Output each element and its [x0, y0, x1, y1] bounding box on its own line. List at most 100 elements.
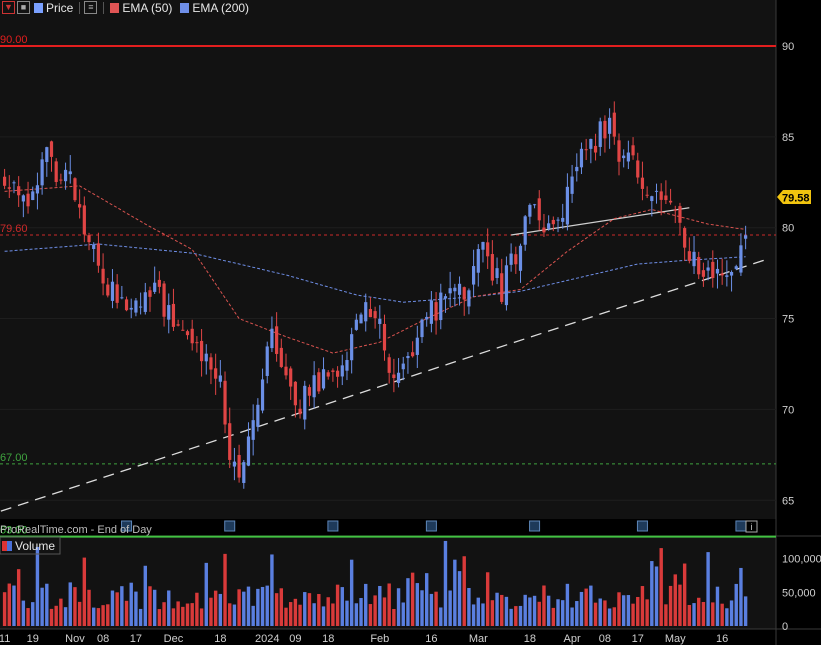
candle-body[interactable]: [589, 138, 593, 149]
candle-body[interactable]: [739, 245, 743, 273]
candle-body[interactable]: [317, 372, 321, 392]
candle-body[interactable]: [500, 273, 504, 302]
candle-body[interactable]: [129, 307, 133, 310]
candle-body[interactable]: [279, 347, 283, 367]
candle-body[interactable]: [101, 268, 105, 284]
candle-body[interactable]: [631, 145, 635, 156]
candle-body[interactable]: [565, 186, 569, 225]
candle-body[interactable]: [120, 297, 124, 299]
candle-body[interactable]: [359, 314, 363, 324]
candle-body[interactable]: [298, 408, 302, 415]
candle-body[interactable]: [570, 176, 574, 194]
candle-body[interactable]: [448, 288, 452, 294]
candle-body[interactable]: [701, 270, 706, 277]
candle-body[interactable]: [45, 147, 49, 163]
candle-body[interactable]: [40, 159, 44, 186]
candle-body[interactable]: [378, 318, 382, 324]
candle-body[interactable]: [223, 380, 227, 425]
candle-body[interactable]: [242, 462, 246, 483]
candle-body[interactable]: [82, 205, 86, 235]
candle-body[interactable]: [547, 223, 551, 229]
candle-body[interactable]: [167, 305, 171, 320]
candle-body[interactable]: [96, 243, 100, 266]
candle-body[interactable]: [134, 300, 138, 313]
candle-body[interactable]: [645, 194, 649, 196]
candle-body[interactable]: [593, 145, 598, 153]
candle-body[interactable]: [514, 254, 518, 265]
candle-body[interactable]: [199, 340, 204, 362]
event-icon[interactable]: [121, 520, 133, 532]
candle-body[interactable]: [326, 372, 330, 377]
collapse-icon[interactable]: ▼: [2, 1, 15, 14]
candle-body[interactable]: [528, 204, 532, 217]
candle-body[interactable]: [420, 319, 424, 338]
candle-body[interactable]: [68, 171, 72, 175]
candle-body[interactable]: [650, 196, 654, 202]
candle-body[interactable]: [617, 140, 621, 162]
candle-body[interactable]: [270, 328, 274, 349]
candle-body[interactable]: [725, 275, 729, 277]
candle-body[interactable]: [706, 267, 710, 271]
candle-body[interactable]: [668, 200, 673, 203]
candle-body[interactable]: [486, 242, 490, 257]
candle-body[interactable]: [110, 281, 115, 301]
candle-body[interactable]: [275, 326, 279, 354]
candle-body[interactable]: [692, 251, 696, 267]
candle-body[interactable]: [678, 206, 682, 223]
candle-body[interactable]: [556, 219, 560, 221]
candle-body[interactable]: [256, 404, 260, 427]
candle-body[interactable]: [63, 169, 68, 182]
event-icon[interactable]: [224, 520, 236, 532]
candle-body[interactable]: [537, 198, 541, 221]
candle-body[interactable]: [368, 309, 373, 318]
candle-body[interactable]: [115, 284, 119, 303]
candle-body[interactable]: [715, 268, 720, 274]
candle-body[interactable]: [720, 273, 724, 276]
candle-body[interactable]: [31, 191, 35, 201]
candle-body[interactable]: [218, 375, 222, 382]
candle-body[interactable]: [504, 265, 509, 306]
candle-body[interactable]: [481, 241, 485, 250]
candle-body[interactable]: [457, 283, 462, 295]
candle-body[interactable]: [260, 379, 265, 411]
support-trendline[interactable]: [0, 257, 770, 512]
candle-body[interactable]: [584, 149, 588, 151]
candle-body[interactable]: [396, 372, 401, 383]
candle-body[interactable]: [26, 193, 30, 207]
event-icon[interactable]: [735, 520, 747, 532]
candle-body[interactable]: [153, 282, 157, 292]
candle-body[interactable]: [495, 268, 499, 279]
legend-ema50-label[interactable]: EMA (50): [122, 0, 173, 15]
candle-body[interactable]: [251, 420, 255, 440]
candle-body[interactable]: [143, 292, 147, 312]
candle-body[interactable]: [443, 296, 448, 299]
candle-body[interactable]: [54, 161, 58, 182]
candle-body[interactable]: [439, 292, 443, 321]
candle-body[interactable]: [579, 148, 584, 168]
candle-body[interactable]: [214, 368, 218, 379]
candle-body[interactable]: [434, 302, 438, 321]
info-icon[interactable]: i: [745, 520, 758, 533]
candle-body[interactable]: [472, 266, 476, 285]
candle-body[interactable]: [312, 375, 316, 398]
candle-body[interactable]: [35, 185, 40, 194]
candle-body[interactable]: [350, 334, 354, 361]
candle-body[interactable]: [335, 370, 340, 377]
candle-body[interactable]: [401, 363, 405, 370]
candle-body[interactable]: [622, 155, 626, 159]
candle-body[interactable]: [92, 244, 96, 249]
legend-ema200-label[interactable]: EMA (200): [192, 0, 250, 15]
candle-body[interactable]: [744, 235, 748, 239]
event-icon[interactable]: [425, 520, 437, 532]
candle-body[interactable]: [171, 303, 176, 327]
candle-body[interactable]: [425, 316, 429, 320]
candle-body[interactable]: [476, 249, 480, 273]
candle-body[interactable]: [673, 209, 677, 211]
candle-body[interactable]: [612, 112, 616, 137]
candle-body[interactable]: [411, 352, 415, 357]
candle-body[interactable]: [87, 235, 91, 243]
candle-body[interactable]: [415, 337, 419, 355]
candle-body[interactable]: [575, 166, 579, 172]
candle-body[interactable]: [148, 290, 152, 297]
